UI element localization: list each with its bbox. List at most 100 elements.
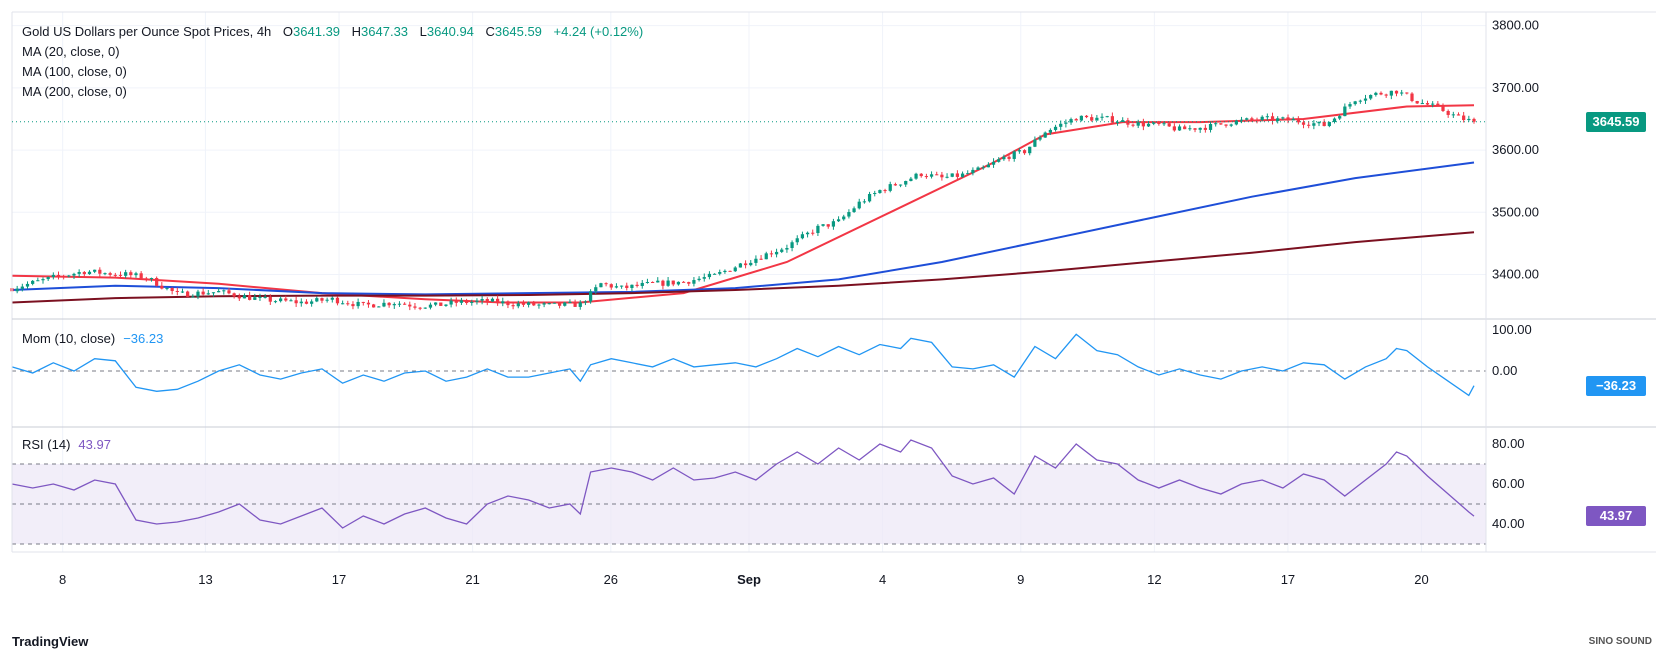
candle-body bbox=[516, 303, 520, 307]
last-price-tag: 3645.59 bbox=[1586, 111, 1646, 132]
candle-body bbox=[712, 273, 717, 275]
change-value: +4.24 (+0.12%) bbox=[553, 24, 644, 39]
candle-body bbox=[186, 291, 190, 297]
candle-body bbox=[568, 301, 572, 303]
candle-body bbox=[583, 301, 588, 303]
candle-body bbox=[614, 286, 619, 288]
candle-body bbox=[991, 161, 996, 165]
candle-body bbox=[1312, 123, 1316, 126]
candle-body bbox=[1095, 117, 1099, 121]
candle-body bbox=[1291, 119, 1295, 121]
candle-body bbox=[351, 304, 355, 307]
candle-body bbox=[743, 263, 748, 266]
candle-body bbox=[728, 270, 732, 272]
candle-body bbox=[191, 296, 195, 298]
candle-body bbox=[304, 301, 309, 304]
ma200-line bbox=[11, 231, 1475, 304]
candle-body bbox=[1358, 100, 1362, 102]
candle-body bbox=[831, 221, 836, 227]
ma200-legend[interactable]: MA (200, close, 0) bbox=[22, 84, 127, 99]
candle-body bbox=[547, 303, 551, 305]
candle-body bbox=[1084, 115, 1089, 118]
candle-body bbox=[1353, 101, 1357, 105]
candle-body bbox=[1115, 122, 1120, 124]
candle-body bbox=[1281, 117, 1285, 119]
candle-body bbox=[387, 302, 391, 306]
candle-body bbox=[1110, 116, 1114, 123]
candle-body bbox=[294, 300, 298, 304]
candle-body bbox=[542, 303, 546, 305]
candle-body bbox=[237, 296, 241, 299]
candle-body bbox=[495, 298, 500, 304]
tradingview-logo[interactable]: TradingView bbox=[12, 634, 89, 649]
candle-body bbox=[1270, 116, 1275, 122]
candle-body bbox=[93, 269, 97, 272]
candle-body bbox=[718, 272, 722, 274]
candle-body bbox=[1436, 103, 1440, 106]
high-value: 3647.33 bbox=[361, 24, 409, 39]
candle-body bbox=[764, 253, 768, 260]
candle-body bbox=[893, 184, 898, 186]
candle-body bbox=[537, 304, 541, 306]
candle-body bbox=[1307, 124, 1311, 126]
candle-body bbox=[774, 251, 779, 255]
candle-body bbox=[1245, 118, 1249, 120]
rsi-tick-label: 80.00 bbox=[1492, 436, 1525, 451]
ma100-legend[interactable]: MA (100, close, 0) bbox=[22, 64, 127, 79]
rsi-line bbox=[11, 439, 1475, 529]
ma20-legend[interactable]: MA (20, close, 0) bbox=[22, 44, 120, 59]
candle-body bbox=[1214, 123, 1218, 125]
candle-body bbox=[444, 304, 448, 306]
candle-body bbox=[129, 272, 133, 276]
candle-body bbox=[1420, 103, 1424, 105]
candle-body bbox=[72, 273, 76, 276]
candle-body bbox=[1410, 93, 1414, 101]
candle-body bbox=[1105, 116, 1109, 118]
candle-body bbox=[754, 258, 758, 263]
candle-body bbox=[599, 283, 603, 288]
momentum-legend[interactable]: Mom (10, close) −36.23 bbox=[22, 331, 163, 346]
candle-body bbox=[552, 302, 557, 304]
symbol-title: Gold US Dollars per Ounce Spot Prices, 4… bbox=[22, 24, 272, 39]
candle-body bbox=[986, 164, 991, 168]
candle-body bbox=[1038, 137, 1042, 140]
candle-body bbox=[1188, 128, 1192, 130]
candle-body bbox=[914, 173, 918, 179]
candle-body bbox=[1286, 117, 1290, 121]
candle-body bbox=[1229, 124, 1233, 126]
ohlc-header: Gold US Dollars per Ounce Spot Prices, 4… bbox=[22, 24, 643, 39]
candle-body bbox=[976, 167, 980, 170]
candle-body bbox=[935, 174, 939, 176]
candle-body bbox=[1219, 123, 1223, 125]
candle-body bbox=[661, 280, 665, 286]
candle-body bbox=[1090, 117, 1094, 121]
candle-body bbox=[759, 258, 763, 260]
rsi-legend[interactable]: RSI (14) 43.97 bbox=[22, 437, 111, 452]
candle-body bbox=[1276, 118, 1280, 122]
candle-body bbox=[1462, 115, 1466, 121]
candle-body bbox=[1374, 92, 1378, 95]
candle-body bbox=[1131, 124, 1135, 126]
candle-body bbox=[1250, 118, 1254, 120]
candle-body bbox=[1379, 92, 1383, 95]
candle-body bbox=[676, 281, 681, 285]
candle-body bbox=[1167, 123, 1171, 127]
candle-body bbox=[1472, 118, 1476, 122]
candle-body bbox=[1394, 90, 1399, 94]
close-label: C bbox=[485, 24, 495, 39]
candle-body bbox=[1048, 129, 1052, 133]
candle-body bbox=[671, 280, 675, 285]
momentum-tick-label: 0.00 bbox=[1492, 363, 1517, 378]
candle-body bbox=[800, 234, 805, 239]
candle-body bbox=[273, 301, 278, 303]
candle-body bbox=[201, 291, 205, 295]
candle-body bbox=[821, 224, 825, 226]
candle-body bbox=[795, 238, 799, 243]
candle-body bbox=[103, 273, 107, 275]
x-tick-label: 17 bbox=[332, 572, 346, 587]
candle-body bbox=[1193, 128, 1197, 130]
candle-body bbox=[816, 225, 820, 234]
candle-body bbox=[1327, 122, 1331, 127]
candle-body bbox=[31, 280, 35, 284]
